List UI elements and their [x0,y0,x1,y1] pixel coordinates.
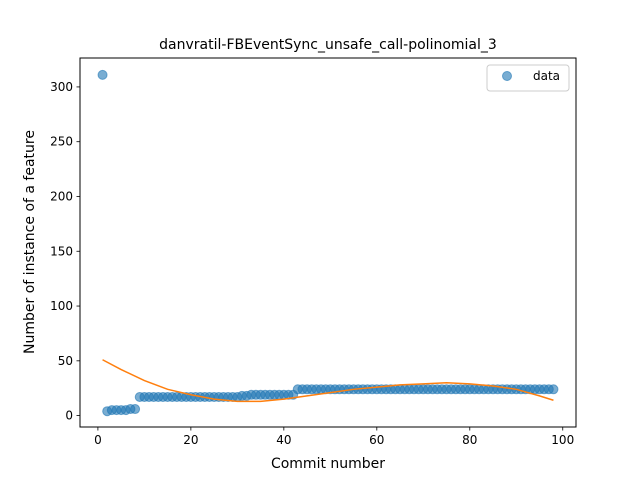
x-tick-label: 0 [94,433,102,447]
legend-label-data: data [533,69,560,83]
x-tick-label: 100 [551,433,574,447]
chart-title: danvratil-FBEventSync_unsafe_call-polino… [159,37,497,53]
legend: data [486,64,570,92]
y-tick-label: 300 [50,80,73,94]
data-point [130,404,141,415]
y-axis: 0 50 100 150 200 250 300 [50,80,80,423]
x-tick-label: 80 [462,433,477,447]
x-tick-label: 60 [369,433,384,447]
x-tick-label: 40 [276,433,291,447]
y-tick-label: 150 [50,244,73,258]
y-tick-label: 250 [50,135,73,149]
y-tick-label: 0 [65,409,73,423]
x-tick-label: 20 [183,433,198,447]
plot-frame [79,57,577,428]
x-axis: 0 20 40 60 80 100 [94,427,574,447]
data-point [548,384,559,395]
y-tick-label: 200 [50,189,73,203]
plot-area [97,69,559,417]
y-tick-label: 100 [50,299,73,313]
fit-line [102,359,554,403]
y-axis-label: Number of instance of a feature [22,130,38,354]
data-point [97,69,108,80]
x-axis-label: Commit number [271,456,385,472]
legend-marker-data [502,71,512,81]
y-tick-label: 50 [58,354,73,368]
